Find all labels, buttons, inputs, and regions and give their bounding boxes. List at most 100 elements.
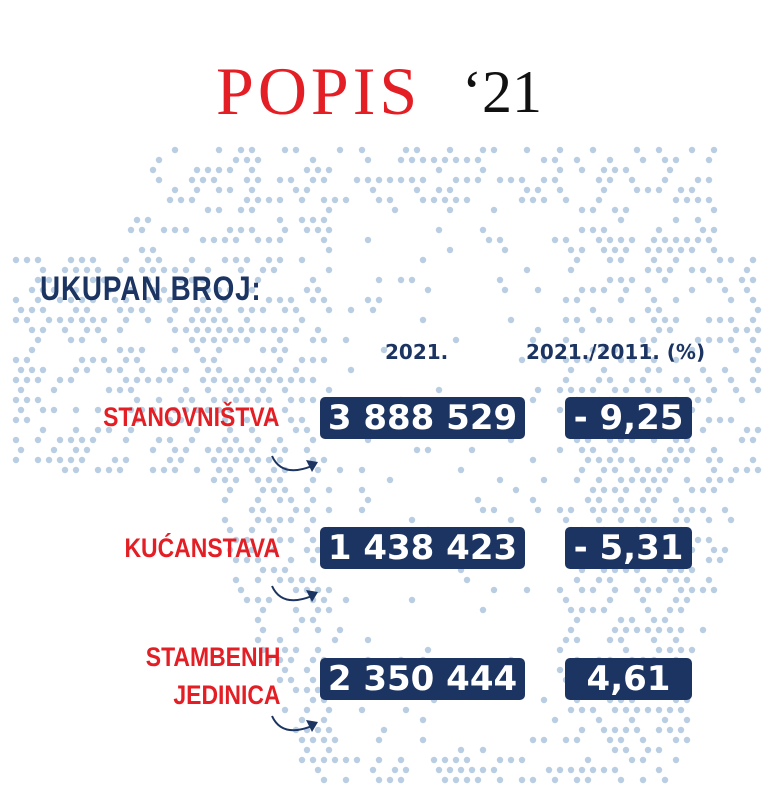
map-dot — [166, 296, 174, 304]
map-dot — [397, 156, 405, 164]
map-dot — [270, 546, 278, 554]
map-dot — [287, 516, 295, 524]
map-dot — [457, 766, 465, 774]
map-dot — [430, 756, 438, 764]
map-dot — [182, 366, 190, 374]
map-dot — [287, 176, 295, 184]
map-dot — [457, 746, 465, 754]
map-dot — [727, 376, 735, 384]
map-dot — [34, 336, 42, 344]
map-dot — [215, 346, 223, 354]
map-dot — [677, 446, 685, 454]
map-dot — [232, 576, 240, 584]
map-dot — [727, 516, 735, 524]
map-dot — [749, 456, 757, 464]
map-dot — [83, 326, 91, 334]
map-dot — [34, 296, 42, 304]
map-dot — [309, 476, 317, 484]
map-dot — [617, 356, 625, 364]
map-dot — [243, 176, 251, 184]
map-dot — [507, 516, 515, 524]
map-dot — [254, 236, 262, 244]
map-dot — [204, 286, 212, 294]
map-dot — [56, 296, 64, 304]
map-dot — [314, 546, 322, 554]
map-dot — [199, 296, 207, 304]
map-dot — [78, 356, 86, 364]
map-dot — [149, 266, 157, 274]
map-dot — [298, 716, 306, 724]
map-dot — [754, 306, 762, 314]
map-dot — [72, 406, 80, 414]
label-line-1: STAMBENIH — [145, 642, 280, 672]
map-dot — [276, 676, 284, 684]
map-dot — [259, 646, 267, 654]
map-dot — [309, 756, 317, 764]
map-dot — [254, 476, 262, 484]
map-dot — [248, 186, 256, 194]
map-dot — [303, 286, 311, 294]
map-dot — [314, 466, 322, 474]
map-dot — [298, 416, 306, 424]
map-dot — [408, 276, 416, 284]
map-dot — [490, 586, 498, 594]
map-dot — [661, 176, 669, 184]
map-dot — [111, 456, 119, 464]
map-dot — [727, 296, 735, 304]
map-dot — [342, 336, 350, 344]
map-dot — [617, 456, 625, 464]
map-dot — [232, 396, 240, 404]
map-dot — [633, 186, 641, 194]
map-dot — [683, 716, 691, 724]
map-dot — [309, 396, 317, 404]
map-dot — [578, 446, 586, 454]
map-dot — [122, 456, 130, 464]
map-dot — [490, 206, 498, 214]
map-dot — [705, 376, 713, 384]
map-dot — [144, 276, 152, 284]
map-dot — [94, 326, 102, 334]
map-dot — [611, 206, 619, 214]
map-dot — [534, 326, 542, 334]
map-dot — [650, 256, 658, 264]
map-dot — [28, 346, 36, 354]
map-dot — [705, 176, 713, 184]
map-dot — [710, 586, 718, 594]
map-dot — [628, 356, 636, 364]
map-dot — [133, 216, 141, 224]
map-dot — [215, 206, 223, 214]
map-dot — [402, 706, 410, 714]
map-dot — [265, 236, 273, 244]
map-dot — [193, 466, 201, 474]
map-dot — [287, 536, 295, 544]
map-dot — [688, 486, 696, 494]
map-dot — [287, 296, 295, 304]
map-dot — [540, 176, 548, 184]
map-dot — [430, 156, 438, 164]
map-dot — [45, 456, 53, 464]
map-dot — [496, 236, 504, 244]
map-dot — [463, 576, 471, 584]
map-dot — [633, 466, 641, 474]
map-dot — [611, 246, 619, 254]
map-dot — [17, 406, 25, 414]
map-dot — [688, 586, 696, 594]
map-dot — [606, 456, 614, 464]
map-dot — [573, 296, 581, 304]
map-dot — [551, 776, 559, 784]
map-dot — [215, 166, 223, 174]
map-dot — [237, 586, 245, 594]
map-dot — [578, 386, 586, 394]
map-dot — [600, 186, 608, 194]
map-dot — [265, 256, 273, 264]
map-dot — [611, 166, 619, 174]
map-dot — [221, 516, 229, 524]
map-dot — [237, 446, 245, 454]
map-dot — [237, 146, 245, 154]
map-dot — [606, 256, 614, 264]
map-dot — [556, 506, 564, 514]
map-dot — [155, 396, 163, 404]
map-dot — [320, 236, 328, 244]
map-dot — [419, 176, 427, 184]
map-dot — [578, 166, 586, 174]
